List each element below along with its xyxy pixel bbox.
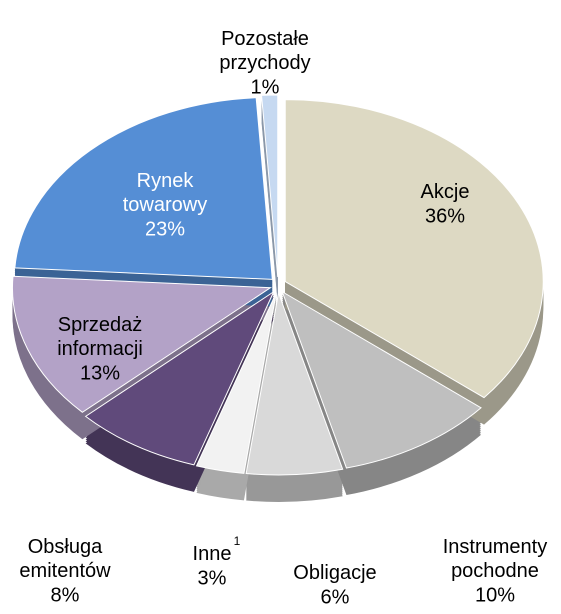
label-line: towarowy (123, 194, 207, 216)
label-line: Akcje (421, 181, 470, 203)
label-line: pochodne (451, 560, 539, 582)
label-line: Instrumenty (443, 536, 547, 558)
slice (281, 290, 482, 469)
slice (284, 99, 544, 399)
label-line: Obsługa (28, 536, 103, 558)
label-line: informacji (57, 338, 143, 360)
value-label: 6% (321, 586, 350, 608)
slice (11, 275, 273, 413)
slice (261, 94, 279, 278)
value-label: 8% (51, 584, 80, 606)
value-label: 13% (80, 362, 120, 384)
label-line: Obligacje (293, 562, 376, 584)
value-label: 10% (475, 584, 515, 606)
slice-label: Instrumenty pochodne (443, 536, 547, 582)
slice-label: Obligacje (293, 562, 376, 584)
value-label: 23% (145, 218, 185, 240)
label-line: Sprzedaż (58, 314, 143, 336)
value-label: 3% (198, 567, 227, 589)
slice-label: Rynek towarowy (123, 170, 207, 216)
slice-label: Sprzedaż informacji (57, 314, 143, 360)
slice (245, 291, 344, 476)
value-label: 36% (425, 205, 465, 227)
slice-label: Inne (193, 543, 232, 565)
slice-label: Pozostałe przychody (219, 28, 310, 74)
slice (14, 97, 273, 280)
value-label: 1% (251, 76, 280, 98)
label-line: Inne (193, 543, 232, 565)
slice (195, 292, 277, 474)
label-line: Pozostałe (221, 28, 309, 50)
label-line: emitentów (19, 560, 111, 582)
annotation: 1 (234, 534, 241, 548)
slice-label: Obsługa emitentów (19, 536, 111, 582)
label-line: Rynek (137, 170, 195, 192)
slice-label: Akcje (421, 181, 470, 203)
label-line: przychody (219, 52, 310, 74)
slice (84, 290, 275, 466)
